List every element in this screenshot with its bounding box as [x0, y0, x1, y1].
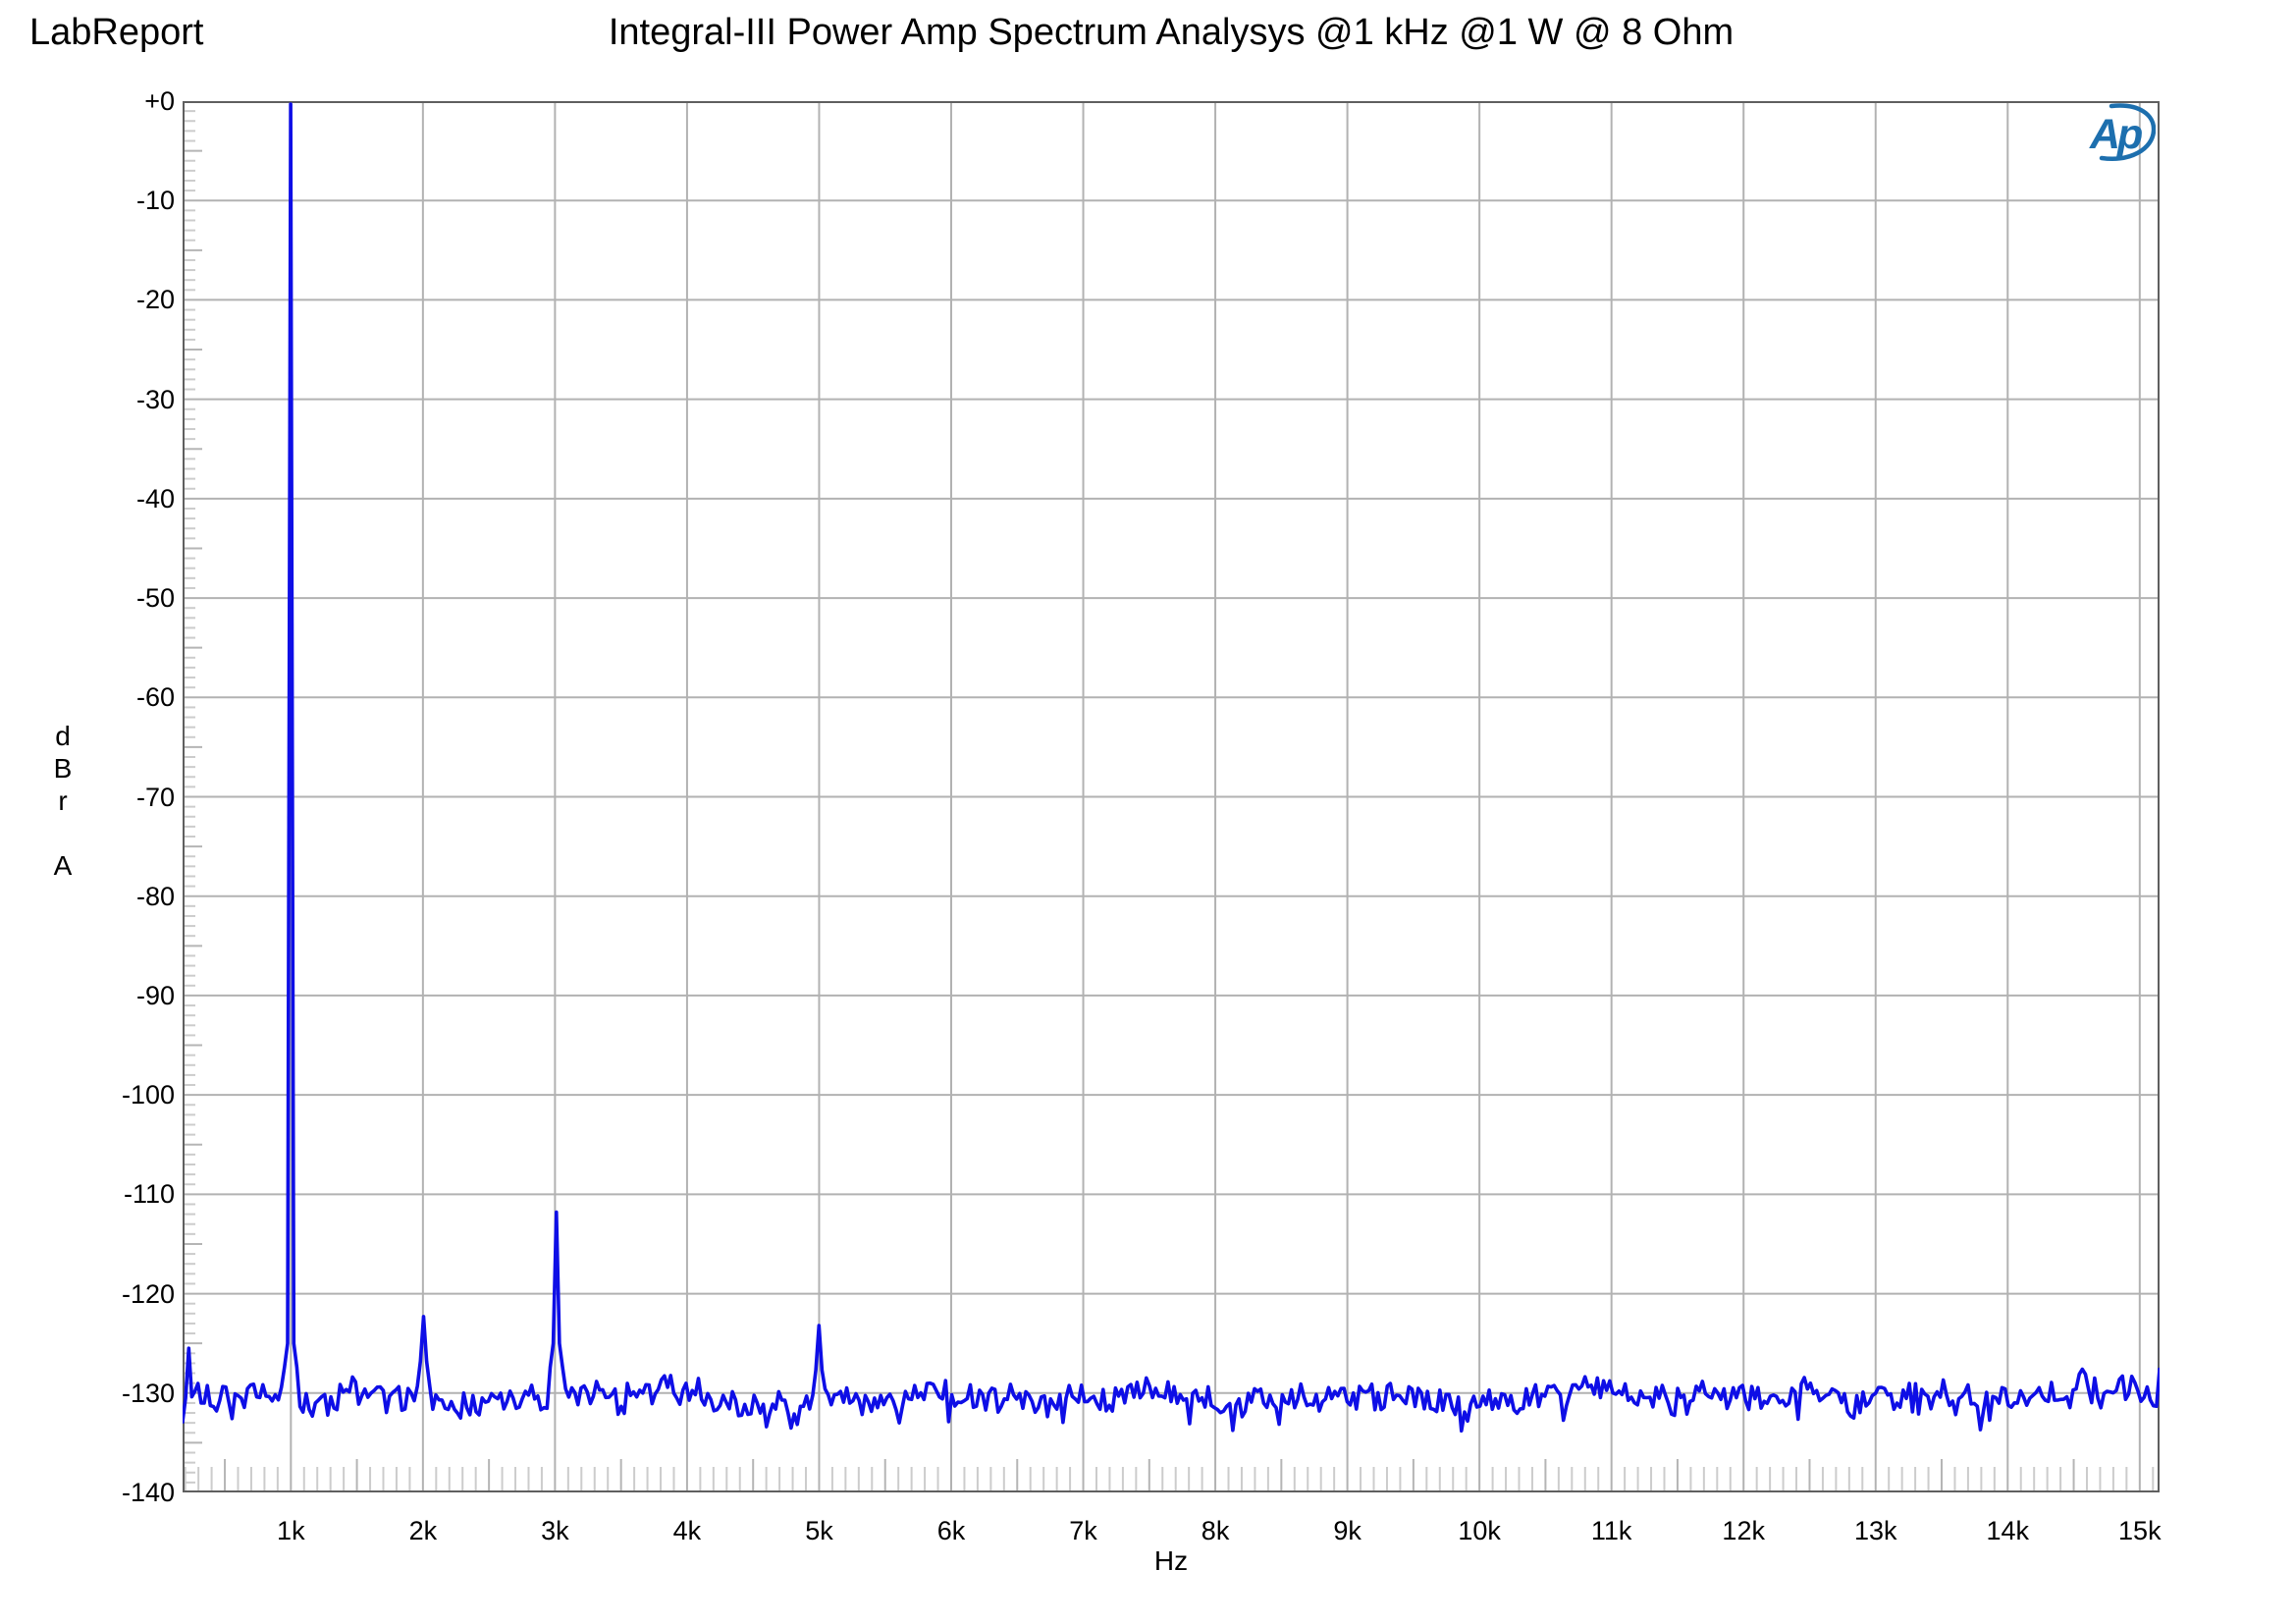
y-axis-unit-label: d B r A	[45, 720, 80, 882]
y-tick-label: -80	[135, 881, 175, 911]
y-unit-char: r	[58, 785, 68, 816]
y-tick-label: -110	[123, 1179, 175, 1210]
y-tick-label: -60	[135, 682, 175, 713]
x-tick-label: 13k	[1853, 1516, 1897, 1545]
x-tick-label: 2k	[408, 1516, 438, 1545]
logo-text: Ap	[2089, 111, 2142, 158]
y-unit-char: B	[53, 753, 73, 784]
x-tick-label: 12k	[1722, 1516, 1765, 1545]
x-tick-label: 4k	[672, 1516, 702, 1545]
y-tick-label: -120	[121, 1278, 175, 1309]
y-tick-label: +0	[144, 86, 175, 116]
trace-layer	[183, 102, 2160, 1434]
x-tick-label: 6k	[936, 1516, 966, 1545]
x-tick-label: 8k	[1201, 1516, 1230, 1545]
y-tick-label: -50	[135, 583, 175, 614]
y-tick-label: -10	[135, 186, 175, 216]
x-tick-label: 3k	[541, 1516, 569, 1545]
x-axis-tick-labels: 1k 2k 3k 4k 5k 6k 7k 8k 9k 10k 11k 12k 13k 14k 15k	[183, 1492, 2162, 1561]
x-tick-label: 11k	[1590, 1516, 1632, 1545]
app-title: LabReport	[29, 12, 204, 53]
logo-swoosh-icon	[2099, 103, 2156, 161]
chart-title: Integral-III Power Amp Spectrum Analysys…	[608, 12, 1735, 53]
y-tick-label: -140	[121, 1478, 175, 1507]
y-tick-label: -40	[135, 483, 175, 514]
x-tick-label: 10k	[1458, 1516, 1501, 1545]
y-tick-label: -90	[135, 980, 175, 1010]
x-tick-label: 1k	[277, 1516, 305, 1545]
y-tick-label: -20	[135, 285, 175, 315]
spectrum-trace	[183, 102, 2160, 1434]
y-tick-label: -130	[121, 1378, 175, 1408]
y-tick-label: -30	[135, 384, 175, 414]
y-unit-char: A	[53, 850, 73, 881]
x-tick-label: 7k	[1069, 1516, 1097, 1545]
minor-ticks	[183, 110, 2155, 1492]
y-tick-label: -70	[135, 782, 175, 812]
x-axis-unit-label: Hz	[1153, 1545, 1189, 1576]
y-axis-tick-labels: +0 -10 -20 -30 -40 -50 -60 -70 -80 -90 -100 -110 -12…	[0, 86, 183, 1507]
x-tick-label: 14k	[1986, 1516, 2030, 1545]
audio-precision-logo: Ap	[2089, 103, 2156, 161]
x-tick-label: 9k	[1333, 1516, 1362, 1545]
y-tick-label: -100	[121, 1080, 175, 1110]
x-tick-label: 5k	[805, 1516, 833, 1545]
x-tick-label: 15k	[2118, 1516, 2162, 1545]
major-gridlines	[183, 101, 2160, 1492]
spectrum-plot	[183, 101, 2160, 1492]
plot-area	[183, 101, 2160, 1492]
y-unit-char: d	[55, 721, 71, 751]
